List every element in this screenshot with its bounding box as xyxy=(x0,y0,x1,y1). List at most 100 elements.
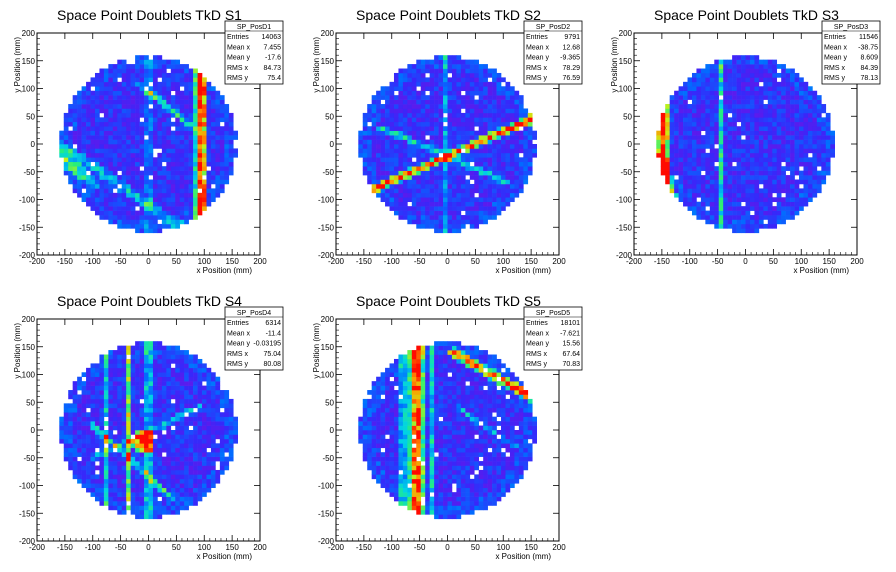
heatmap-cell xyxy=(727,183,733,189)
heatmap-cell xyxy=(696,166,702,171)
heatmap-cell xyxy=(202,126,207,131)
heatmap-cell xyxy=(121,59,127,65)
heatmap-cell xyxy=(456,152,462,158)
heatmap-cell xyxy=(367,175,372,180)
heatmap-cell xyxy=(184,469,189,475)
heatmap-cell xyxy=(184,443,189,449)
heatmap-cell xyxy=(193,398,198,404)
heatmap-cell xyxy=(175,206,181,211)
heatmap-cell xyxy=(184,447,189,453)
heatmap-cell xyxy=(193,188,198,194)
heatmap-cell xyxy=(696,170,702,176)
heatmap-cell xyxy=(776,95,782,100)
heatmap-cell xyxy=(81,152,87,158)
heatmap-cell xyxy=(148,192,154,198)
stats-key: RMS y xyxy=(227,75,249,82)
heatmap-cell xyxy=(732,117,737,123)
heatmap-cell xyxy=(696,126,702,131)
heatmap-cell xyxy=(157,95,163,100)
heatmap-cell xyxy=(117,469,123,475)
heatmap-cell xyxy=(184,381,189,386)
heatmap-cell xyxy=(416,121,422,127)
heatmap-cell xyxy=(402,104,408,109)
heatmap-cell xyxy=(705,126,711,131)
heatmap-cell xyxy=(785,90,791,96)
heatmap-cell xyxy=(691,108,697,114)
heatmap-cell xyxy=(117,403,123,409)
heatmap-cell xyxy=(438,228,444,234)
heatmap-cell xyxy=(184,161,189,167)
heatmap-cell xyxy=(157,139,163,145)
heatmap-cell xyxy=(523,148,529,154)
heatmap-cell xyxy=(416,210,422,216)
heatmap-cell xyxy=(103,456,109,462)
heatmap-cell xyxy=(438,121,444,127)
heatmap-cell xyxy=(727,192,733,198)
heatmap-cell xyxy=(741,112,746,118)
heatmap-cell xyxy=(148,381,154,386)
heatmap-cell xyxy=(736,99,742,105)
heatmap-cell xyxy=(81,126,87,131)
heatmap-cell xyxy=(139,130,145,136)
heatmap-cell xyxy=(754,55,760,60)
heatmap-cell xyxy=(660,157,666,163)
heatmap-cell xyxy=(807,170,813,176)
heatmap-cell xyxy=(126,434,131,440)
heatmap-cell xyxy=(447,175,453,180)
heatmap-cell xyxy=(794,170,800,176)
heatmap-cell xyxy=(803,130,809,136)
heatmap-cell xyxy=(202,77,207,83)
heatmap-cell xyxy=(492,206,497,211)
heatmap-cell xyxy=(434,117,439,123)
heatmap-cell xyxy=(179,192,185,198)
heatmap-cell xyxy=(161,345,167,351)
heatmap-cell xyxy=(126,197,131,203)
heatmap-cell xyxy=(745,201,751,207)
heatmap-cell xyxy=(170,219,176,225)
heatmap-cell xyxy=(492,170,497,176)
heatmap-cell xyxy=(184,403,189,409)
heatmap-cell xyxy=(736,139,742,145)
heatmap-cell xyxy=(175,461,181,466)
heatmap-cell xyxy=(456,148,462,154)
heatmap-cell xyxy=(170,148,176,154)
heatmap-cell xyxy=(393,72,399,78)
heatmap-cell xyxy=(99,376,105,382)
heatmap-cell xyxy=(749,170,755,176)
heatmap-cell xyxy=(656,144,662,149)
heatmap-cell xyxy=(197,474,203,480)
heatmap-cell xyxy=(376,188,381,194)
heatmap-cell xyxy=(781,99,786,105)
heatmap-cell xyxy=(99,170,105,176)
heatmap-cell xyxy=(469,112,475,118)
heatmap-cell xyxy=(407,117,413,123)
heatmap-cell xyxy=(371,148,377,154)
heatmap-cell xyxy=(718,135,724,140)
heatmap-cell xyxy=(416,179,422,185)
heatmap-cell xyxy=(478,152,484,158)
heatmap-cell xyxy=(121,430,127,435)
heatmap-cell xyxy=(362,170,368,176)
heatmap-cell xyxy=(197,81,203,87)
heatmap-cell xyxy=(741,148,746,154)
heatmap-cell xyxy=(456,130,462,136)
heatmap-cell xyxy=(161,461,167,466)
heatmap-cell xyxy=(434,206,439,211)
stats-key: Entries xyxy=(227,34,249,41)
heatmap-cell xyxy=(175,398,181,404)
heatmap-cell xyxy=(509,170,515,176)
heatmap-cell xyxy=(700,104,706,109)
heatmap-cell xyxy=(170,403,176,409)
heatmap-cell xyxy=(188,452,194,457)
heatmap-cell xyxy=(135,192,140,198)
stats-value: 75.4 xyxy=(267,75,281,82)
heatmap-cell xyxy=(794,99,800,105)
heatmap-cell xyxy=(385,139,390,145)
heatmap-cell xyxy=(135,157,140,163)
heatmap-cell xyxy=(420,135,426,140)
heatmap-cell xyxy=(157,86,163,92)
heatmap-cell xyxy=(385,108,390,114)
heatmap-cell xyxy=(781,148,786,154)
heatmap-cell xyxy=(179,72,185,78)
heatmap-cell xyxy=(705,90,711,96)
